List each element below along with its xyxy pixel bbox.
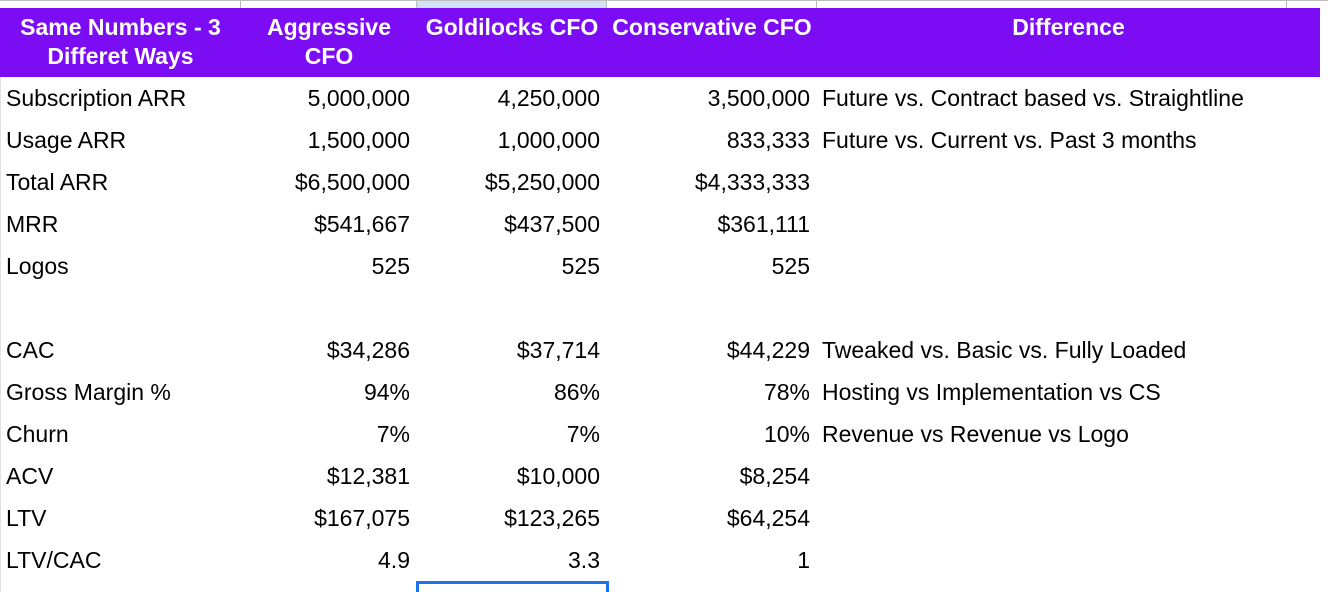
row-label-cell[interactable]: Logos: [6, 253, 69, 279]
table-row: CAC $34,286 $37,714 $44,229 Tweaked vs. …: [0, 329, 1320, 371]
aggressive-cfo-cell[interactable]: 94%: [363, 379, 410, 405]
aggressive-cfo-cell[interactable]: 5,000,000: [307, 85, 410, 111]
row-label-cell[interactable]: MRR: [6, 211, 59, 237]
conservative-cfo-cell[interactable]: 10%: [763, 421, 810, 447]
row-label-cell[interactable]: Usage ARR: [6, 127, 127, 153]
aggressive-cfo-cell[interactable]: $541,667: [314, 211, 410, 237]
difference-cell[interactable]: Tweaked vs. Basic vs. Fully Loaded: [822, 337, 1187, 363]
table-row: Usage ARR 1,500,000 1,000,000 833,333 Fu…: [0, 119, 1320, 161]
row-label-cell[interactable]: Total ARR: [6, 169, 109, 195]
difference-cell[interactable]: [817, 539, 1320, 581]
goldilocks-cfo-cell[interactable]: $10,000: [516, 463, 600, 489]
conservative-cfo-cell[interactable]: $44,229: [726, 337, 810, 363]
difference-cell[interactable]: Future vs. Contract based vs. Straightli…: [822, 85, 1244, 111]
conservative-cfo-cell[interactable]: 78%: [763, 379, 810, 405]
goldilocks-cfo-cell[interactable]: $37,714: [516, 337, 600, 363]
goldilocks-cfo-cell[interactable]: 4,250,000: [497, 85, 600, 111]
aggressive-cfo-cell[interactable]: 1,500,000: [307, 127, 410, 153]
goldilocks-cfo-cell[interactable]: 86%: [553, 379, 600, 405]
strip-cell-d[interactable]: [607, 1, 817, 8]
row-label-cell[interactable]: LTV: [6, 505, 47, 531]
row-above-header-strip: [0, 0, 1328, 8]
header-cell-conservative-cfo[interactable]: Conservative CFO: [612, 14, 812, 40]
table-row: Subscription ARR 5,000,000 4,250,000 3,5…: [0, 77, 1320, 119]
row-label-cell[interactable]: LTV/CAC: [6, 547, 102, 573]
difference-cell[interactable]: Future vs. Current vs. Past 3 months: [822, 127, 1197, 153]
goldilocks-cfo-cell[interactable]: 525: [561, 253, 600, 279]
table-row: Logos 525 525 525: [0, 245, 1320, 287]
table-row: LTV $167,075 $123,265 $64,254: [0, 497, 1320, 539]
difference-cell[interactable]: [817, 203, 1320, 245]
header-cell-aggressive-cfo[interactable]: Aggressive CFO: [266, 14, 391, 69]
difference-cell[interactable]: [817, 161, 1320, 203]
aggressive-cfo-cell[interactable]: $6,500,000: [294, 169, 410, 195]
aggressive-cfo-cell[interactable]: 525: [371, 253, 410, 279]
goldilocks-cfo-cell[interactable]: $5,250,000: [484, 169, 600, 195]
table-body: Subscription ARR 5,000,000 4,250,000 3,5…: [0, 77, 1320, 581]
row-label-cell[interactable]: Gross Margin %: [6, 379, 171, 405]
conservative-cfo-cell[interactable]: $361,111: [717, 211, 810, 237]
table-row: LTV/CAC 4.9 3.3 1: [0, 539, 1320, 581]
difference-cell[interactable]: [817, 245, 1320, 287]
header-cell-difference[interactable]: Difference: [1012, 14, 1125, 40]
table-row: MRR $541,667 $437,500 $361,111: [0, 203, 1320, 245]
goldilocks-cfo-cell[interactable]: 1,000,000: [497, 127, 600, 153]
conservative-cfo-cell[interactable]: 525: [771, 253, 810, 279]
difference-cell[interactable]: Revenue vs Revenue vs Logo: [822, 421, 1129, 447]
header-cell-goldilocks-cfo[interactable]: Goldilocks CFO: [425, 14, 599, 40]
conservative-cfo-cell[interactable]: [607, 287, 817, 329]
row-label-cell[interactable]: Subscription ARR: [6, 85, 187, 111]
conservative-cfo-cell[interactable]: $8,254: [739, 463, 810, 489]
difference-cell[interactable]: [817, 497, 1320, 539]
goldilocks-cfo-cell[interactable]: 3.3: [568, 547, 600, 573]
header-cell-row-label[interactable]: Same Numbers - 3 Differet Ways: [20, 14, 221, 69]
aggressive-cfo-cell[interactable]: $167,075: [314, 505, 410, 531]
row-label-cell[interactable]: [0, 287, 241, 329]
aggressive-cfo-cell[interactable]: $12,381: [326, 463, 410, 489]
aggressive-cfo-cell[interactable]: [241, 287, 417, 329]
strip-cell-c-highlighted[interactable]: [417, 1, 607, 8]
conservative-cfo-cell[interactable]: 833,333: [726, 127, 810, 153]
row-label-cell[interactable]: Churn: [6, 421, 69, 447]
table-row: Gross Margin % 94% 86% 78% Hosting vs Im…: [0, 371, 1320, 413]
aggressive-cfo-cell[interactable]: $34,286: [326, 337, 410, 363]
row-label-cell[interactable]: CAC: [6, 337, 55, 363]
table-row: ACV $12,381 $10,000 $8,254: [0, 455, 1320, 497]
strip-cell-a[interactable]: [0, 1, 241, 8]
difference-cell[interactable]: [817, 287, 1320, 329]
difference-cell[interactable]: [817, 455, 1320, 497]
conservative-cfo-cell[interactable]: 3,500,000: [707, 85, 810, 111]
goldilocks-cfo-cell[interactable]: $437,500: [504, 211, 600, 237]
aggressive-cfo-cell[interactable]: 7%: [376, 421, 410, 447]
difference-cell[interactable]: Hosting vs Implementation vs CS: [822, 379, 1161, 405]
table-row: Total ARR $6,500,000 $5,250,000 $4,333,3…: [0, 161, 1320, 203]
conservative-cfo-cell[interactable]: 1: [797, 547, 810, 573]
conservative-cfo-cell[interactable]: $4,333,333: [694, 169, 810, 195]
goldilocks-cfo-cell[interactable]: 7%: [566, 421, 600, 447]
left-gridline: [0, 77, 1, 592]
strip-cell-e[interactable]: [817, 1, 1287, 8]
strip-cell-b[interactable]: [241, 1, 417, 8]
table-row: [0, 287, 1320, 329]
conservative-cfo-cell[interactable]: $64,254: [726, 505, 810, 531]
table-header-row: Same Numbers - 3 Differet Ways Aggressiv…: [0, 8, 1320, 77]
goldilocks-cfo-cell[interactable]: $123,265: [504, 505, 600, 531]
aggressive-cfo-cell[interactable]: 4.9: [378, 547, 410, 573]
goldilocks-cfo-cell[interactable]: [417, 287, 607, 329]
row-label-cell[interactable]: ACV: [6, 463, 54, 489]
table-row: Churn 7% 7% 10% Revenue vs Revenue vs Lo…: [0, 413, 1320, 455]
strip-cell-f[interactable]: [1287, 1, 1328, 8]
active-cell-selection[interactable]: [416, 581, 609, 592]
